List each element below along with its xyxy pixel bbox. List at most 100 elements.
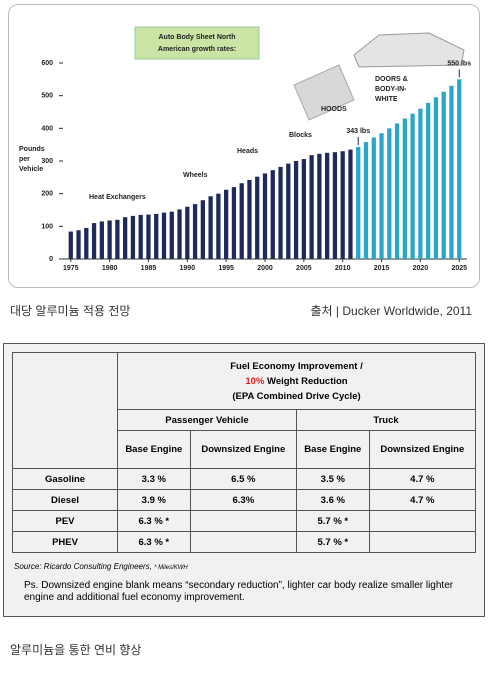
y-axis-label: Vehicle	[19, 166, 43, 173]
bar	[449, 85, 454, 259]
x-tick-label: 1975	[63, 265, 79, 272]
y-tick-label: 500	[41, 93, 53, 100]
y-tick-label: 200	[41, 191, 53, 198]
bar	[216, 193, 221, 259]
bar	[169, 211, 174, 259]
row-label: PHEV	[12, 531, 118, 553]
annotation: Blocks	[289, 132, 312, 139]
y-tick-label: 300	[41, 158, 53, 165]
bar	[325, 152, 330, 259]
annotation: DOORS &	[375, 76, 408, 83]
table-source: Source: Ricardo Consulting Engineers, * …	[14, 562, 188, 571]
x-tick-label: 1990	[180, 265, 196, 272]
bar	[394, 123, 400, 259]
bar	[356, 146, 361, 259]
table-cell: 3.9 %	[117, 489, 191, 511]
annotation: HOODS	[321, 106, 347, 113]
chart-caption: 대당 알루미늄 적용 전망	[10, 304, 131, 318]
bar	[161, 212, 167, 259]
bar	[247, 179, 252, 259]
x-tick-label: 2005	[296, 265, 312, 272]
bar	[301, 159, 306, 259]
bar	[91, 223, 97, 259]
table-note: Ps. Downsized engine blank means “second…	[24, 580, 454, 603]
table-cell: 3.6 %	[295, 489, 370, 511]
y-axis-label: Pounds	[19, 146, 45, 153]
bar	[286, 163, 291, 259]
x-tick-label: 2015	[374, 265, 390, 272]
bar	[123, 217, 128, 259]
bar	[146, 214, 151, 259]
bar	[177, 209, 182, 259]
bar	[115, 219, 120, 259]
bar	[387, 128, 392, 259]
bar	[363, 142, 369, 259]
bar	[84, 227, 89, 259]
chart-frame: Auto Body Sheet North American growth rat…	[8, 4, 480, 288]
bar	[317, 153, 322, 259]
table-cell: 5.7 % *	[295, 510, 370, 532]
row-label: Diesel	[12, 489, 118, 511]
bar	[270, 170, 275, 259]
annotation: WHITE	[375, 96, 398, 103]
bar	[340, 151, 345, 259]
bar	[379, 133, 384, 259]
bar	[239, 183, 244, 259]
bar	[457, 79, 462, 259]
bar	[192, 204, 198, 259]
chart-source: 출처 | Ducker Worldwide, 2011	[310, 304, 472, 318]
table-row: PEV 6.3 % * 5.7 % *	[12, 510, 477, 532]
table-row: Diesel 3.9 % 6.3% 3.6 % 4.7 %	[12, 489, 477, 511]
bar	[293, 161, 299, 259]
table-cell	[189, 510, 297, 532]
table-cell	[368, 531, 477, 553]
bar	[410, 113, 415, 259]
bar	[99, 221, 104, 259]
column-header: Downsized Engine	[368, 430, 477, 469]
source-text: Source: Ricardo Consulting Engineers,	[14, 562, 152, 571]
group-header: Passenger Vehicle	[117, 409, 297, 431]
bar	[130, 215, 136, 259]
bar	[76, 230, 81, 259]
table-cell: 6.3%	[189, 489, 297, 511]
bar	[309, 155, 314, 259]
table-caption: 알루미늄을 통한 연비 향상	[10, 643, 142, 657]
table-cell: 6.5 %	[189, 468, 297, 490]
y-tick-label: 0	[49, 256, 53, 263]
corner-cell	[12, 352, 118, 469]
row-label: PEV	[12, 510, 118, 532]
table-row: PHEV 6.3 % * 5.7 % *	[12, 531, 477, 553]
bar	[154, 213, 159, 259]
bar	[255, 176, 260, 259]
annotation: Wheels	[183, 172, 208, 179]
annotation: Heads	[237, 148, 258, 155]
y-tick-label: 400	[41, 125, 53, 132]
bar	[262, 173, 268, 259]
x-tick-label: 2010	[335, 265, 351, 272]
table-cell	[368, 510, 477, 532]
chart-title: Auto Body Sheet North	[159, 34, 236, 41]
value-label: 550 lbs	[447, 60, 471, 67]
bar	[402, 118, 407, 260]
bar	[371, 137, 376, 259]
bar	[68, 231, 73, 259]
title-box	[134, 26, 260, 60]
x-tick-label: 2020	[413, 265, 429, 272]
bar	[200, 200, 205, 259]
title-line: (EPA Combined Drive Cycle)	[232, 390, 361, 402]
x-tick-label: 1980	[102, 265, 118, 272]
column-header: Base Engine	[117, 430, 191, 469]
y-axis-label: per	[19, 156, 30, 163]
group-header: Truck	[295, 409, 477, 431]
table-cell: 3.3 %	[117, 468, 191, 490]
chart-title: American growth rates:	[158, 46, 236, 53]
bar	[208, 196, 213, 259]
column-header: Base Engine	[295, 430, 370, 469]
y-tick-label: 100	[41, 223, 53, 230]
table-cell: 4.7 %	[368, 489, 477, 511]
title-text: Weight Reduction	[267, 375, 348, 387]
bar	[107, 220, 112, 259]
table-cell	[189, 531, 297, 553]
bar	[348, 149, 353, 259]
